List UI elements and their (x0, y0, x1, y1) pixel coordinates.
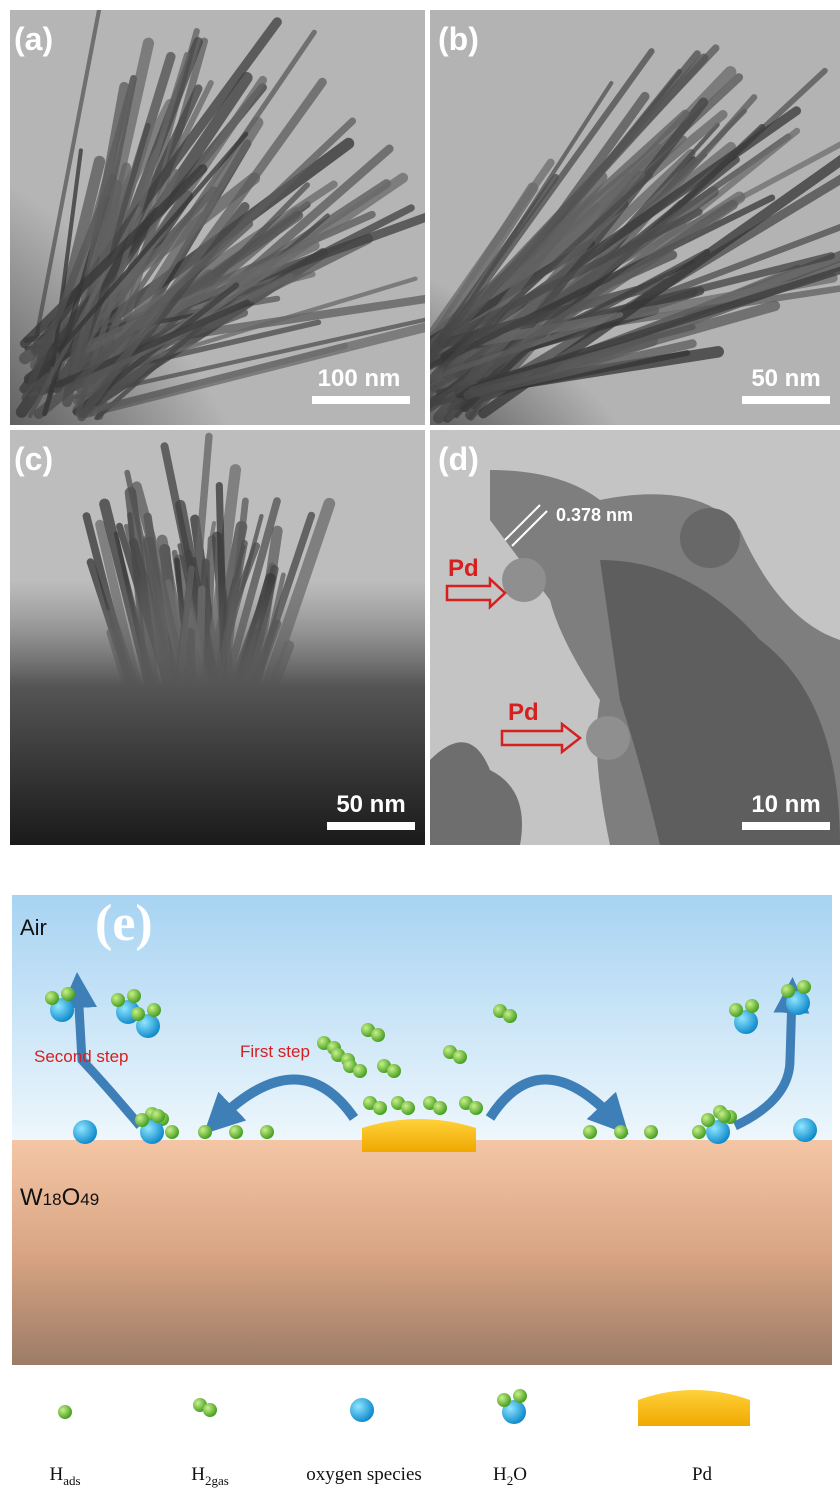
h-atom (229, 1125, 243, 1139)
text: 18 (43, 1190, 62, 1209)
h-atom (131, 1007, 145, 1021)
legend-label: Hads (49, 1464, 80, 1488)
legend-label: H2gas (191, 1464, 229, 1488)
pd-label: Pd (508, 699, 539, 726)
h-atom (781, 984, 795, 998)
h-atom (692, 1125, 706, 1139)
text: O (62, 1184, 81, 1211)
scale-bar (312, 396, 410, 404)
panel-label: (b) (438, 21, 479, 57)
h-atom (61, 987, 75, 1001)
h-atom (729, 1003, 743, 1017)
h-atom (151, 1109, 165, 1123)
text: W (20, 1184, 43, 1211)
h-atom (469, 1101, 483, 1115)
h-atom (433, 1101, 447, 1115)
scale-label: 100 nm (318, 365, 401, 392)
air-label: Air (20, 915, 47, 940)
h-atom (198, 1125, 212, 1139)
pd-label: Pd (448, 555, 479, 582)
oxygen (350, 1398, 374, 1422)
h-atom (45, 991, 59, 1005)
legend-label: Pd (692, 1464, 713, 1485)
scale-label: 50 nm (336, 791, 405, 818)
text: O (513, 1464, 527, 1485)
h-atom (497, 1393, 511, 1407)
legend-label: oxygen species (306, 1464, 422, 1485)
panel-label: (c) (14, 441, 53, 477)
scale-bar (327, 822, 415, 830)
h-atom (371, 1028, 385, 1042)
h-atom (583, 1125, 597, 1139)
h-atom (373, 1101, 387, 1115)
step-label: Second step (34, 1047, 129, 1066)
panel-label: (a) (14, 21, 53, 57)
scale-label: 50 nm (751, 365, 820, 392)
step-label: First step (240, 1042, 310, 1061)
h-atom (203, 1403, 217, 1417)
text: H (49, 1464, 63, 1485)
h-atom (353, 1064, 367, 1078)
h-atom (111, 993, 125, 1007)
scale-bar (742, 396, 830, 404)
panel-label: (e) (95, 895, 153, 952)
oxygen (793, 1118, 817, 1142)
h-atom (58, 1405, 72, 1419)
h-atom (614, 1125, 628, 1139)
h-atom (797, 980, 811, 994)
h-atom (127, 989, 141, 1003)
scale-bar (742, 822, 830, 830)
h-atom (717, 1109, 731, 1123)
panel-label: (d) (438, 441, 479, 477)
h-atom (453, 1050, 467, 1064)
h-atom (401, 1101, 415, 1115)
legend-label: H2O (493, 1464, 527, 1488)
h-atom (701, 1113, 715, 1127)
lattice-spacing: 0.378 nm (556, 505, 633, 525)
figure: (a) (b) (c) (d) 100 nm 50 nm 50 nm 10 nm… (0, 0, 840, 1506)
h-atom (387, 1064, 401, 1078)
text: 2gas (205, 1473, 229, 1488)
text: H (191, 1464, 205, 1485)
text: H (493, 1464, 507, 1485)
h-atom (644, 1125, 658, 1139)
legend-icons (58, 1389, 750, 1426)
text: 49 (80, 1190, 99, 1209)
h-atom (147, 1003, 161, 1017)
panel-c (10, 430, 425, 845)
h-atom (135, 1113, 149, 1127)
h-atom (260, 1125, 274, 1139)
h-atom (165, 1125, 179, 1139)
h-atom (503, 1009, 517, 1023)
panel-d (430, 430, 840, 845)
h-atom (513, 1389, 527, 1403)
text: ads (63, 1473, 80, 1488)
oxygen (73, 1120, 97, 1144)
h-atom (745, 999, 759, 1013)
scale-label: 10 nm (751, 791, 820, 818)
schematic (12, 895, 832, 1365)
